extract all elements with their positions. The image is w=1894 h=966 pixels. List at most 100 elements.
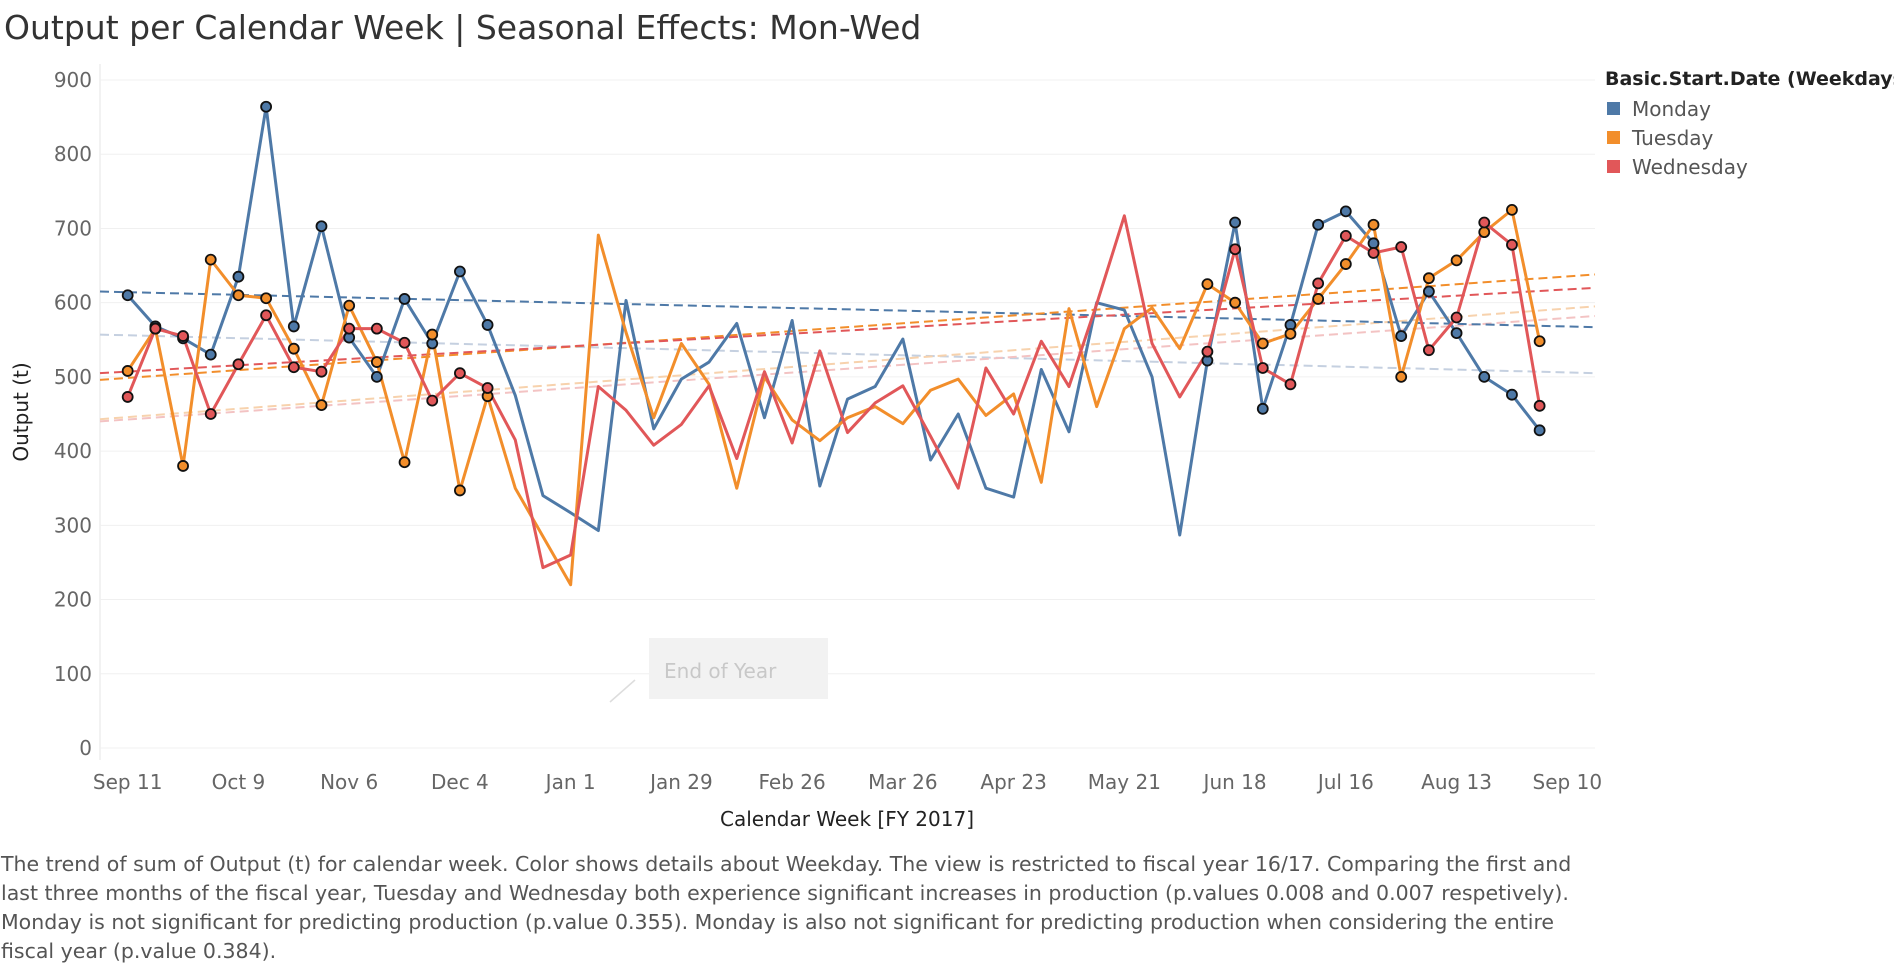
data-point-tuesday	[1478, 226, 1491, 239]
y-axis-title: Output (t)	[9, 362, 33, 461]
data-point-tuesday	[343, 299, 356, 312]
data-point-tuesday	[1506, 203, 1518, 216]
data-point-tuesday	[1256, 337, 1269, 350]
data-point-monday	[204, 348, 217, 361]
legend-label-tuesday: Tuesday	[1632, 125, 1714, 150]
data-point-monday	[1339, 205, 1352, 218]
data-point-tuesday	[370, 356, 383, 368]
x-tick-label: Jul 16	[1316, 770, 1374, 794]
legend-item-wednesday[interactable]: Wednesday	[1605, 152, 1894, 181]
data-point-wednesday	[1312, 277, 1325, 290]
y-tick-label: 900	[54, 68, 92, 92]
x-tick-label: Oct 9	[212, 770, 266, 794]
x-tick-label: Jan 1	[544, 770, 596, 794]
data-point-tuesday	[315, 399, 328, 411]
series-line-wednesday	[126, 214, 1542, 570]
legend-item-tuesday[interactable]: Tuesday	[1605, 123, 1894, 152]
data-point-monday	[1395, 330, 1408, 342]
x-tick-label: Aug 13	[1421, 770, 1492, 794]
data-point-wednesday	[1478, 216, 1491, 229]
data-point-tuesday	[398, 456, 411, 469]
data-point-tuesday	[204, 253, 217, 266]
chart-caption: The trend of sum of Output (t) for calen…	[1, 852, 1572, 963]
y-tick-label: 100	[54, 662, 92, 686]
data-point-tuesday	[287, 342, 300, 355]
data-point-tuesday	[1395, 370, 1408, 383]
data-point-tuesday	[1284, 327, 1297, 340]
y-tick-label: 200	[54, 588, 92, 612]
data-point-monday	[1229, 216, 1241, 229]
data-point-wednesday	[1506, 238, 1518, 251]
data-point-wednesday	[370, 322, 383, 335]
y-tick-label: 300	[54, 513, 92, 537]
y-tick-label: 400	[54, 439, 92, 463]
x-tick-label: Jan 29	[648, 770, 713, 794]
data-point-wednesday	[260, 309, 273, 322]
x-tick-label: Mar 26	[868, 770, 938, 794]
y-tick-label: 0	[79, 736, 92, 760]
data-point-wednesday	[1229, 243, 1241, 256]
grid-layer	[99, 64, 1595, 760]
data-point-wednesday	[1533, 399, 1546, 412]
data-point-monday	[1422, 285, 1435, 298]
series-line-monday	[126, 105, 1541, 537]
x-tick-label: Dec 4	[431, 770, 489, 794]
data-point-monday	[1506, 388, 1518, 401]
faint-trend-line	[99, 333, 1596, 375]
data-point-tuesday	[426, 328, 439, 341]
annotation-text: End of Year	[664, 659, 777, 683]
data-point-monday	[1256, 402, 1269, 415]
data-point-monday	[454, 265, 466, 278]
data-point-monday	[1312, 218, 1325, 231]
x-tick-label: May 21	[1088, 770, 1161, 794]
data-point-tuesday	[1229, 296, 1241, 309]
y-tick-label: 500	[54, 365, 92, 389]
data-point-tuesday	[1312, 293, 1325, 305]
data-point-wednesday	[1367, 247, 1380, 259]
legend: Basic.Start.Date (Weekdays) Monday Tuesd…	[1605, 68, 1894, 181]
axis-layer: 0 100 200 300 400 500 600 700 800 900 Sep 11 Oct 9 N…	[9, 68, 1602, 831]
y-tick-label: 700	[54, 216, 92, 240]
data-point-wednesday	[1395, 241, 1408, 253]
trend-line-tuesday	[99, 273, 1596, 381]
trend-line-monday	[99, 290, 1596, 329]
data-point-wednesday	[232, 358, 245, 371]
data-point-monday	[260, 100, 273, 113]
x-axis-title: Calendar Week [FY 2017]	[720, 807, 974, 831]
data-point-wednesday	[315, 365, 328, 378]
data-point-monday	[481, 319, 494, 331]
data-point-monday	[1533, 424, 1546, 437]
series-layer	[126, 105, 1542, 587]
data-point-monday	[315, 220, 328, 233]
data-point-tuesday	[260, 292, 273, 305]
data-point-wednesday	[121, 391, 134, 403]
legend-swatch-monday	[1607, 102, 1620, 115]
x-tick-label: Nov 6	[320, 770, 378, 794]
legend-swatch-wednesday	[1607, 160, 1620, 173]
x-tick-label: Sep 10	[1533, 770, 1603, 794]
data-point-monday	[370, 370, 383, 383]
x-tick-label: Apr 23	[980, 770, 1046, 794]
data-point-monday	[1367, 237, 1380, 250]
marker-layer	[121, 100, 1546, 497]
legend-label-wednesday: Wednesday	[1632, 154, 1748, 179]
data-point-tuesday	[1533, 335, 1546, 348]
trend-layer	[99, 273, 1596, 423]
data-point-wednesday	[177, 330, 189, 342]
y-tick-label: 600	[54, 291, 92, 315]
data-point-tuesday	[1450, 254, 1463, 267]
data-point-tuesday	[1339, 258, 1352, 270]
y-tick-label: 800	[54, 142, 92, 166]
data-point-wednesday	[1256, 362, 1269, 374]
series-line-tuesday	[126, 208, 1542, 587]
data-point-tuesday	[177, 460, 189, 472]
data-point-wednesday	[1422, 344, 1435, 357]
data-point-wednesday	[1450, 311, 1463, 324]
data-point-monday	[287, 320, 300, 333]
legend-item-monday[interactable]: Monday	[1605, 94, 1894, 123]
end-of-year-annotation: End of Year	[609, 638, 828, 703]
data-point-monday	[232, 270, 245, 283]
data-point-wednesday	[426, 394, 439, 407]
legend-title: Basic.Start.Date (Weekdays)	[1605, 68, 1894, 90]
